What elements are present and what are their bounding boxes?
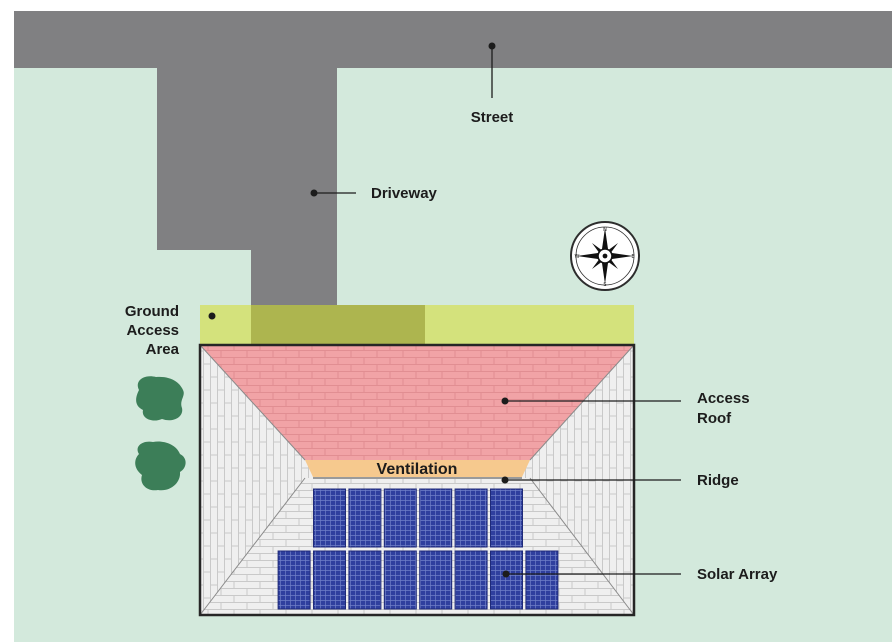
driveway-label: Driveway: [371, 185, 438, 202]
solar-panel: [313, 550, 346, 610]
access-roof-label-line2: Roof: [697, 410, 732, 427]
solar-panel: [383, 488, 417, 548]
callout-dots: [208, 42, 510, 578]
street-marker: [488, 42, 496, 50]
ground-access-label-line3: Area: [146, 341, 180, 358]
callout-lines: [314, 46, 681, 575]
street-label: Street: [471, 109, 514, 126]
compass-e: E: [631, 254, 634, 260]
ridge-label: Ridge: [697, 472, 739, 489]
ground-access-driveway-overlap: [251, 305, 425, 345]
driveway-marker: [310, 189, 318, 197]
street: [14, 11, 892, 68]
solar-panel: [383, 550, 417, 610]
solar-panel: [454, 550, 488, 610]
bush-1: [136, 376, 184, 421]
ridge-marker: [501, 476, 509, 484]
compass-s: S: [603, 282, 606, 288]
ground-access-marker: [208, 312, 216, 320]
solar-panel: [313, 488, 346, 548]
access-roof-marker: [501, 397, 509, 405]
solar-panel: [490, 488, 523, 548]
solar-array-label: Solar Array: [697, 566, 778, 583]
driveway: [157, 60, 337, 307]
solar-panel: [490, 550, 523, 610]
solar-panel: [454, 488, 488, 548]
compass-rose-icon: N S W E: [570, 221, 640, 291]
solar-panel: [277, 550, 311, 610]
hip-lines: [199, 344, 635, 616]
access-roof-label-line1: Access: [697, 390, 750, 407]
solar-array-marker: [502, 570, 510, 578]
ground-access-label-line2: Access: [126, 322, 179, 339]
bush-2: [135, 441, 186, 491]
solar-panel: [419, 488, 453, 548]
solar-panel: [348, 488, 382, 548]
solar-panel: [348, 550, 382, 610]
ventilation-strip: [305, 460, 530, 477]
access-roof: [200, 345, 634, 460]
ground-access-label-line1: Ground: [125, 303, 179, 320]
compass-n: N: [603, 227, 607, 233]
ventilation-label: Ventilation: [377, 461, 458, 478]
compass-w: W: [575, 254, 580, 260]
solar-panel: [419, 550, 453, 610]
solar-array: [277, 488, 559, 610]
solar-panel: [525, 550, 559, 610]
